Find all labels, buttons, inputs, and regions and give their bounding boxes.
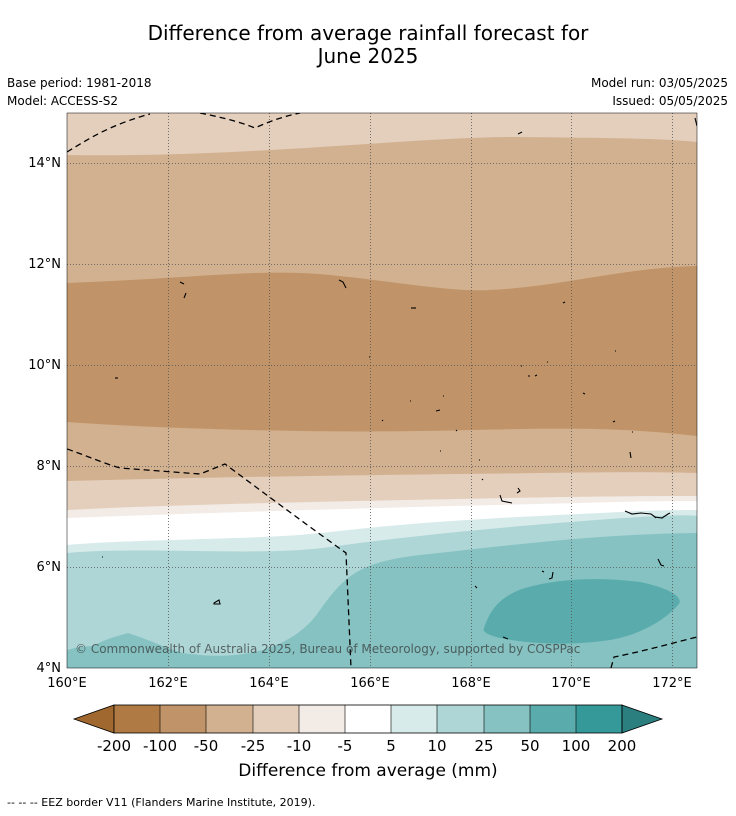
copyright-text: © Commonwealth of Australia 2025, Bureau… [75, 642, 580, 656]
lat-tick-6n: 6°N [37, 560, 62, 575]
map-title: Difference from average rainfall forecas… [0, 22, 736, 68]
colorbar-segment [391, 705, 437, 733]
title-line-1: Difference from average rainfall forecas… [147, 21, 589, 45]
model-name: Model: ACCESS-S2 [7, 94, 119, 108]
colorbar-segment [530, 705, 576, 733]
band-plus-25-patch [88, 633, 280, 668]
colorbar-label: -200 [97, 737, 131, 755]
lon-tick-160e: 160°E [47, 676, 87, 691]
colorbar-segment [576, 705, 622, 733]
eez-border [67, 113, 697, 668]
lon-tick-172e: 172°E [652, 676, 692, 691]
colorbar-labels: -200 -100 -50 -25 -10 -5 5 10 25 50 100 … [97, 737, 636, 755]
meta-right: Model run: 03/05/2025 Issued: 05/05/2025 [591, 74, 728, 110]
colorbar-segment [253, 705, 299, 733]
model-run: Model run: 03/05/2025 [590, 76, 728, 90]
lon-tick-164e: 164°E [249, 676, 289, 691]
lat-tick-8n: 8°N [37, 459, 62, 474]
colorbar-label: -5 [338, 737, 353, 755]
lat-tick-10n: 10°N [28, 358, 61, 373]
meta-left: Base period: 1981-2018 Model: ACCESS-S2 [7, 74, 152, 110]
colorbar-label: -25 [241, 737, 266, 755]
lat-axis: 4°N 6°N 8°N 10°N 12°N 14°N [28, 156, 61, 676]
lat-tick-12n: 12°N [28, 257, 61, 272]
colorbar-label: -10 [287, 737, 312, 755]
lat-tick-14n: 14°N [28, 156, 61, 171]
colorbar-segment [299, 705, 345, 733]
eez-legend-note: -- -- -- EEZ border V11 (Flanders Marine… [7, 796, 316, 809]
lon-axis: 160°E 162°E 164°E 166°E 168°E 170°E 172°… [47, 676, 692, 691]
lon-tick-170e: 170°E [551, 676, 591, 691]
colorbar-extend-high [621, 704, 664, 734]
lat-tick-4n: 4°N [37, 661, 62, 676]
colorbar-segment [484, 705, 530, 733]
colorbar: -200 -100 -50 -25 -10 -5 5 10 25 50 100 … [72, 704, 664, 755]
colorbar-extend-low [72, 704, 115, 734]
colorbar-title: Difference from average (mm) [238, 761, 498, 781]
colorbar-segment [345, 705, 391, 733]
colorbar-segment [114, 705, 160, 733]
colorbar-label: 50 [520, 737, 539, 755]
colorbar-label: 10 [427, 737, 446, 755]
title-line-2: June 2025 [317, 44, 419, 68]
colorbar-label: 5 [386, 737, 396, 755]
colorbar-label: 100 [562, 737, 591, 755]
band-plus-50 [483, 579, 680, 644]
graticule [67, 113, 697, 668]
issued-date: Issued: 05/05/2025 [612, 94, 728, 108]
islands [102, 117, 697, 640]
lon-tick-168e: 168°E [451, 676, 491, 691]
colorbar-segment [160, 705, 206, 733]
map-frame [66, 112, 698, 669]
colorbar-frame [113, 704, 623, 734]
colorbar-segment [437, 705, 484, 733]
colorbar-label: -50 [194, 737, 219, 755]
colorbar-segment [206, 705, 253, 733]
colorbar-dividers [159, 705, 577, 733]
lon-tick-162e: 162°E [148, 676, 188, 691]
base-period: Base period: 1981-2018 [7, 76, 152, 90]
colorbar-label: 25 [474, 737, 493, 755]
lon-tick-166e: 166°E [350, 676, 390, 691]
map-plot-area: © Commonwealth of Australia 2025, Bureau… [67, 113, 697, 668]
colorbar-label: 200 [608, 737, 637, 755]
colorbar-label: -100 [143, 737, 177, 755]
